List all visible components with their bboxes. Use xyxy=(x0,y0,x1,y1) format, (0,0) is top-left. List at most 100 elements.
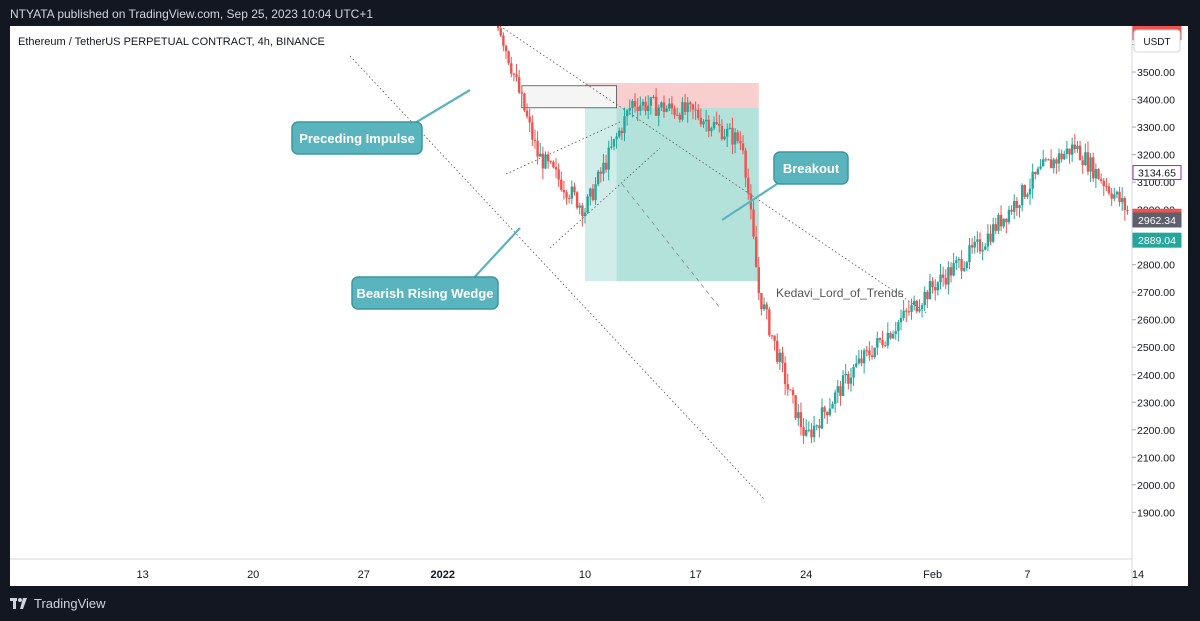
candle-body xyxy=(1026,194,1029,197)
candle-body xyxy=(815,425,818,427)
footer[interactable]: TradingView xyxy=(10,596,106,611)
candle-body xyxy=(752,209,755,237)
candle-body xyxy=(1013,200,1016,212)
candle-body xyxy=(1070,144,1074,155)
symbol-title[interactable]: Ethereum / TetherUS PERPETUAL CONTRACT, … xyxy=(18,36,325,48)
candle-body xyxy=(528,116,531,123)
candle-body xyxy=(652,96,655,98)
candle-body xyxy=(778,352,782,362)
candle-body xyxy=(649,97,653,106)
chart-frame[interactable]: 1900.00 2000.00 2100.00 2200.00 2300.00 2400.… xyxy=(10,0,1188,586)
candle-body xyxy=(673,108,676,115)
candle-body xyxy=(970,245,974,248)
callout-box xyxy=(291,121,423,155)
candle-body xyxy=(986,233,990,247)
candle-body xyxy=(1099,178,1103,181)
candle-body xyxy=(773,335,776,341)
publisher-caption: NTYATA published on TradingView.com, Sep… xyxy=(10,7,373,21)
wedge-lower-line xyxy=(549,147,661,249)
candle-body xyxy=(625,110,629,117)
price-tick-label: 3300.00 xyxy=(1137,122,1175,134)
candle-body xyxy=(797,412,800,419)
candle-body xyxy=(515,74,518,78)
candle-body xyxy=(799,412,803,428)
candle-body xyxy=(760,292,763,310)
candle-body xyxy=(812,425,816,438)
candle-body xyxy=(612,139,616,147)
candle-body xyxy=(697,109,700,118)
candle-body xyxy=(757,267,760,293)
callout-bearish-rising-wedge[interactable]: Bearish Rising Wedge xyxy=(351,227,521,310)
time-tick-label: 10 xyxy=(579,569,591,581)
candle-body xyxy=(565,192,568,198)
price-tick-label: 2400.00 xyxy=(1137,370,1175,382)
candle-body xyxy=(984,246,987,250)
candle-body xyxy=(826,411,829,416)
candle-body xyxy=(665,108,668,112)
candle-body xyxy=(602,162,605,174)
candle-body xyxy=(1031,171,1034,189)
candle-body xyxy=(1060,153,1063,160)
candle-body xyxy=(897,322,900,332)
candle-body xyxy=(1097,169,1100,179)
candle-body xyxy=(1028,188,1032,195)
currency-button[interactable]: USDT xyxy=(1133,29,1181,53)
candle-body xyxy=(841,375,845,396)
candle-body xyxy=(628,108,631,111)
candle-body xyxy=(963,268,966,271)
candle-body xyxy=(607,147,610,170)
candle-body xyxy=(783,362,787,385)
candle-body xyxy=(1092,157,1095,179)
candle-body xyxy=(512,73,516,75)
candle-body xyxy=(723,136,726,140)
price-tick-label: 2800.00 xyxy=(1137,260,1175,272)
price-tick-label: 2500.00 xyxy=(1137,342,1175,354)
candle-body xyxy=(944,277,947,285)
candle-body xyxy=(831,403,834,409)
candle-body xyxy=(786,384,789,390)
candle-body xyxy=(728,127,732,129)
candle-body xyxy=(1068,148,1071,155)
candle-body xyxy=(699,117,703,125)
callout-text: Preceding Impulse xyxy=(299,131,415,146)
candle-body xyxy=(552,161,555,168)
footer-brand: TradingView xyxy=(34,596,106,611)
candle-body xyxy=(683,102,687,112)
candle-body xyxy=(670,103,674,109)
author-watermark: Kedavi_Lord_of_Trends xyxy=(776,286,904,300)
candle-body xyxy=(1052,159,1055,169)
candle-body xyxy=(1007,209,1011,223)
candle-body xyxy=(615,136,618,140)
candle-body xyxy=(596,171,600,185)
candle-body xyxy=(736,132,739,142)
price-chart[interactable]: 1900.00 2000.00 2100.00 2200.00 2300.00 2400.… xyxy=(10,0,1188,586)
candle-body xyxy=(807,429,811,431)
candles xyxy=(471,0,1129,444)
callout-pointer xyxy=(409,89,471,127)
price-badge-label: 2962.34 xyxy=(1138,215,1176,227)
candle-body xyxy=(936,282,940,291)
candle-body xyxy=(1047,159,1050,161)
candle-body xyxy=(920,305,924,310)
time-tick-label: Feb xyxy=(923,569,942,581)
candle-body xyxy=(694,109,697,111)
candle-body xyxy=(844,373,847,376)
candle-body xyxy=(955,260,958,264)
time-tick-label: 14 xyxy=(1132,569,1144,581)
callout-preceding-impulse[interactable]: Preceding Impulse xyxy=(291,89,471,155)
candle-body xyxy=(802,427,805,436)
impulse-box xyxy=(521,85,617,109)
callout-pointer xyxy=(721,181,781,221)
projection-line xyxy=(621,183,721,309)
candle-body xyxy=(765,304,768,310)
candle-body xyxy=(902,310,905,318)
callout-breakout[interactable]: Breakout xyxy=(721,151,849,221)
candle-body xyxy=(575,192,579,208)
candle-body xyxy=(865,350,868,352)
candle-body xyxy=(889,333,892,339)
candle-body xyxy=(762,304,766,310)
candle-body xyxy=(539,153,542,157)
candle-body xyxy=(1113,194,1116,199)
price-tick-label: 1900.00 xyxy=(1137,507,1175,519)
candle-body xyxy=(691,104,695,110)
